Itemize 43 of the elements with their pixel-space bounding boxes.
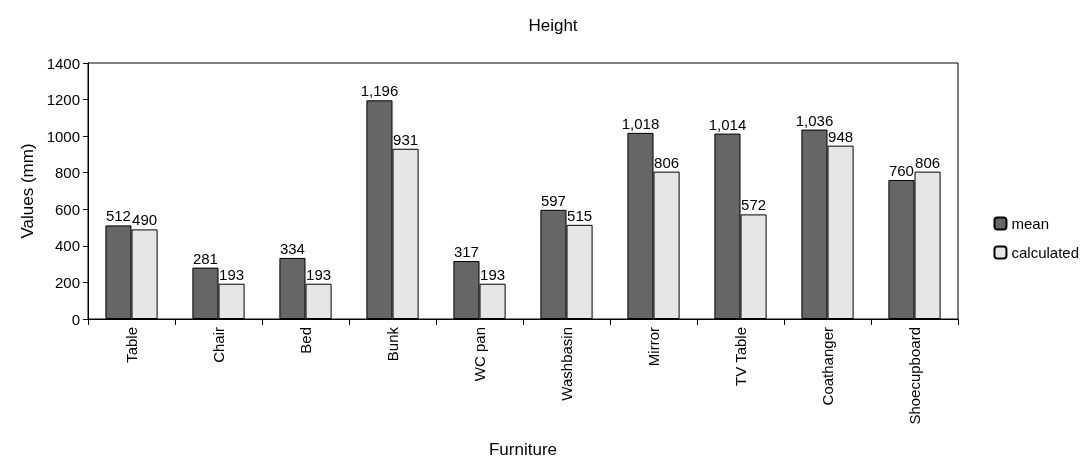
data-label: 193 — [219, 265, 245, 283]
data-label: 1,018 — [621, 114, 660, 132]
data-label: 572 — [741, 196, 767, 214]
data-label: 281 — [192, 249, 218, 267]
y-axis-title: Values (mm) — [17, 143, 37, 239]
y-tick-label: 0 — [71, 310, 80, 328]
y-tick-label: 400 — [54, 237, 80, 255]
x-tick-label: Table — [123, 327, 140, 363]
x-tick-label: Chair — [210, 327, 227, 363]
data-label: 490 — [132, 211, 158, 229]
x-tick-label: Coathanger — [819, 327, 836, 406]
x-tick-label: Mirror — [645, 327, 662, 367]
chart-title: Height — [528, 16, 578, 35]
y-tick-label: 1000 — [46, 127, 80, 145]
data-label: 1,196 — [360, 82, 399, 100]
data-label: 931 — [393, 130, 419, 148]
data-label: 193 — [480, 265, 506, 283]
x-tick-label: Bunk — [384, 326, 401, 362]
data-label: 317 — [453, 243, 479, 261]
x-tick-label: Washbasin — [558, 327, 575, 401]
y-tick-label: 200 — [54, 273, 80, 291]
data-label: 948 — [828, 127, 854, 145]
x-axis-title: Furniture — [488, 440, 558, 459]
legend-label: calculated — [1011, 244, 1079, 261]
data-label: 597 — [540, 191, 566, 209]
data-label: 806 — [915, 153, 941, 171]
data-label: 760 — [888, 162, 914, 180]
data-label: 334 — [279, 239, 305, 257]
x-tick-label: TV Table — [732, 327, 749, 386]
data-label: 512 — [105, 207, 131, 225]
y-tick-label: 800 — [54, 164, 80, 182]
y-tick-label: 1400 — [46, 54, 80, 72]
data-label: 515 — [567, 206, 593, 224]
legend-label: mean — [1011, 215, 1049, 232]
data-label: 1,036 — [795, 111, 834, 129]
y-tick-label: 1200 — [46, 91, 80, 109]
y-tick-label: 600 — [54, 200, 80, 218]
data-label: 193 — [306, 265, 332, 283]
x-tick-label: Shoecupboard — [906, 327, 923, 425]
x-tick-label: WC pan — [471, 327, 488, 382]
x-tick-label: Bed — [297, 327, 314, 354]
data-label: 806 — [654, 153, 680, 171]
data-label: 1,014 — [708, 115, 747, 133]
